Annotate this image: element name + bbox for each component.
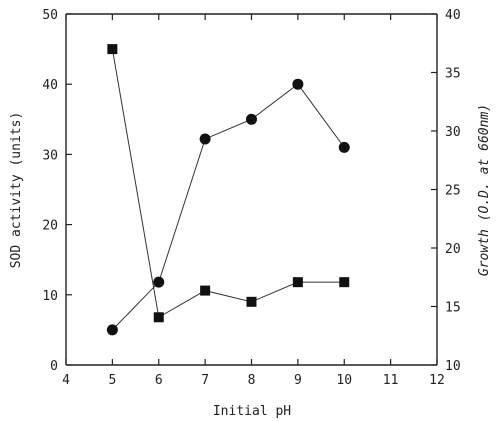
circle-data-point xyxy=(106,324,118,336)
square-data-point xyxy=(292,277,303,288)
square-data-point xyxy=(200,285,211,296)
markers xyxy=(106,44,350,336)
series-lines xyxy=(111,49,345,331)
y-right-tick-label: 40 xyxy=(445,8,461,23)
axes xyxy=(65,13,438,366)
y-left-tick-label: 10 xyxy=(42,289,58,304)
y-left-tick-label: 20 xyxy=(42,219,58,234)
square-data-point xyxy=(107,44,118,55)
y-left-tick-label: 50 xyxy=(42,8,58,23)
x-tick-label: 10 xyxy=(336,373,352,388)
square-data-point xyxy=(246,296,257,307)
series-line-circle xyxy=(112,83,345,331)
ticks: 4 5 6 7 8 9 10 11 12 0 10 20 30 40 50 10 15 20 25 30 35 40 xyxy=(42,8,460,388)
circle-data-point xyxy=(246,113,257,125)
circle-data-point xyxy=(292,78,304,90)
y-right-tick-label: 30 xyxy=(445,125,461,140)
y-left-tick-label: 40 xyxy=(42,78,58,93)
y-right-tick-label: 15 xyxy=(445,301,461,316)
y-right-tick-label: 35 xyxy=(445,67,461,82)
y-left-tick-label: 0 xyxy=(50,359,58,374)
x-tick-label: 4 xyxy=(62,373,70,388)
series-line-square xyxy=(111,49,345,319)
y-right-tick-label: 20 xyxy=(445,242,461,257)
circle-data-point xyxy=(153,276,165,288)
y-right-tick-label: 25 xyxy=(445,184,461,199)
x-axis-title: Initial pH xyxy=(213,404,291,419)
x-tick-label: 7 xyxy=(201,373,209,388)
x-tick-label: 8 xyxy=(248,373,256,388)
square-data-point xyxy=(153,312,164,323)
x-tick-label: 6 xyxy=(155,373,163,388)
y-right-tick-label: 10 xyxy=(445,359,461,374)
y-axis-right-title: Growth (O.D. at 660nm) xyxy=(477,104,492,276)
circle-data-point xyxy=(338,141,350,153)
x-tick-label: 5 xyxy=(108,373,116,388)
y-left-tick-label: 30 xyxy=(42,148,58,163)
x-tick-label: 9 xyxy=(294,373,302,388)
y-axis-left-title: SOD activity (units) xyxy=(9,112,24,269)
square-data-point xyxy=(339,277,350,288)
circle-data-point xyxy=(199,133,211,145)
x-tick-label: 11 xyxy=(383,373,399,388)
x-tick-label: 12 xyxy=(429,373,445,388)
